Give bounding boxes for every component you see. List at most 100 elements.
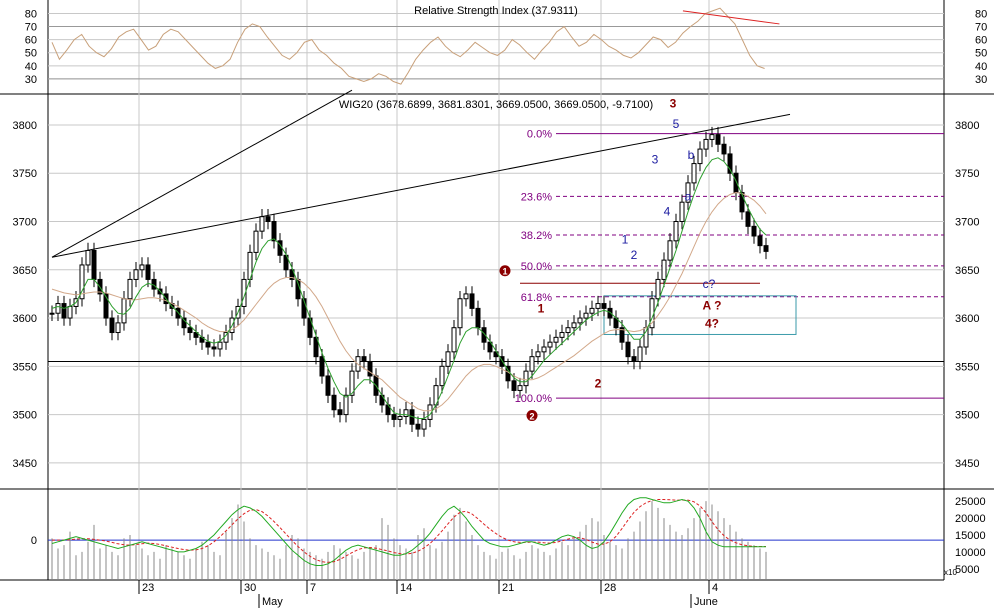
rsi-y-tick-label-left: 50 (25, 48, 37, 60)
macd-line (51, 497, 766, 566)
candle-body (523, 370, 529, 387)
price-y-tick-label-right: 3650 (955, 265, 979, 277)
candle-body (313, 336, 319, 358)
trend-line (51, 89, 353, 258)
candle-body (529, 356, 535, 372)
candle-body (487, 341, 493, 353)
candle-body (511, 380, 517, 391)
volume-y-tick-label: 15000 (955, 530, 986, 542)
candle-body (481, 327, 487, 343)
candle-body (175, 307, 181, 319)
candle-body (589, 307, 595, 314)
wave-label: 1 (622, 233, 629, 247)
x-tick-label: 21 (502, 582, 514, 594)
rsi-y-tick-label-left: 30 (25, 74, 37, 86)
macd-zero-label: 0 (31, 535, 37, 547)
candle-body (607, 307, 613, 319)
rsi-y-tick-label-left: 60 (25, 35, 37, 47)
wave-label: b (688, 148, 695, 162)
candle-body (475, 307, 481, 329)
candle-body (319, 356, 325, 377)
price-y-tick-label-left: 3550 (13, 361, 37, 373)
candle-body (541, 346, 547, 353)
candle-body (331, 394, 337, 411)
candle-body (751, 225, 757, 237)
circle-marker-dot (499, 265, 511, 277)
candle-body (361, 356, 367, 362)
candle-body (499, 356, 505, 367)
candle-body (289, 269, 295, 280)
candle-body (91, 249, 97, 280)
candle-body (265, 216, 271, 223)
candle-body (121, 298, 127, 324)
candle-body (553, 336, 559, 343)
candle-body (667, 240, 673, 261)
price-y-tick-label-right: 3550 (955, 361, 979, 373)
x-tick-label: 14 (400, 582, 412, 594)
candle-body (79, 264, 85, 300)
volume-y-tick-label: 20000 (955, 513, 986, 525)
candle-body (625, 341, 631, 358)
circle-marker-dot (526, 410, 538, 422)
x-tick-label: 30 (244, 582, 256, 594)
volume-y-tick-label: 25000 (955, 496, 986, 508)
volume-y-tick-label: 5000 (955, 564, 979, 576)
price-y-tick-label-left: 3600 (13, 313, 37, 325)
candle-body (205, 341, 211, 348)
candle-body (55, 303, 61, 314)
candle-body (133, 269, 139, 280)
volume-y-tick-label: 10000 (955, 547, 986, 559)
candle-body (571, 322, 577, 329)
price-y-tick-label-left: 3750 (13, 168, 37, 180)
circle-marker: 1 (499, 265, 511, 277)
trend-line (51, 113, 791, 258)
candle-body (469, 293, 475, 309)
price-y-tick-label-left: 3800 (13, 120, 37, 132)
candle-body (217, 341, 223, 350)
x-tick-label: 28 (604, 582, 616, 594)
candle-body (757, 235, 763, 247)
rsi-y-tick-label-right: 60 (975, 35, 987, 47)
price-y-tick-label-right: 3750 (955, 168, 979, 180)
fib-level-label: 61.8% (521, 292, 552, 304)
candle-body (457, 298, 463, 329)
candle-body (517, 385, 523, 391)
candle-body (577, 317, 583, 324)
wave-label: 4? (705, 317, 719, 331)
candle-body (301, 298, 307, 319)
ma-long-line (51, 191, 767, 412)
candle-body (253, 230, 259, 253)
rsi-y-tick-label-right: 30 (975, 74, 987, 86)
price-y-tick-label-left: 3650 (13, 265, 37, 277)
rsi-y-tick-label-left: 70 (25, 22, 37, 34)
candle-body (673, 221, 679, 242)
candle-body (61, 303, 67, 319)
candle-body (259, 216, 265, 232)
candle-body (145, 264, 151, 280)
candle-body (739, 192, 745, 213)
candle-body (451, 327, 457, 353)
candle-body (343, 394, 349, 416)
candle-body (697, 148, 703, 165)
rsi-y-tick-label-right: 70 (975, 22, 987, 34)
volume-unit-label: x10 (944, 568, 957, 577)
candle-body (565, 327, 571, 334)
wave-label: 5 (673, 117, 680, 131)
wave-label: A ? (703, 298, 722, 312)
wave-label: 4 (664, 205, 671, 219)
rsi-y-tick-label-right: 80 (975, 8, 987, 20)
circle-marker-label: 2 (529, 412, 534, 422)
wave-label: a (685, 189, 692, 203)
rsi-y-tick-label-left: 40 (25, 61, 37, 73)
x-tick-label: 7 (310, 582, 316, 594)
candle-body (49, 312, 55, 315)
x-month-label: June (694, 596, 718, 608)
candle-body (115, 322, 121, 334)
candle-body (655, 278, 661, 300)
candle-body (421, 418, 427, 430)
candle-body (619, 327, 625, 343)
candle-body (595, 303, 601, 309)
